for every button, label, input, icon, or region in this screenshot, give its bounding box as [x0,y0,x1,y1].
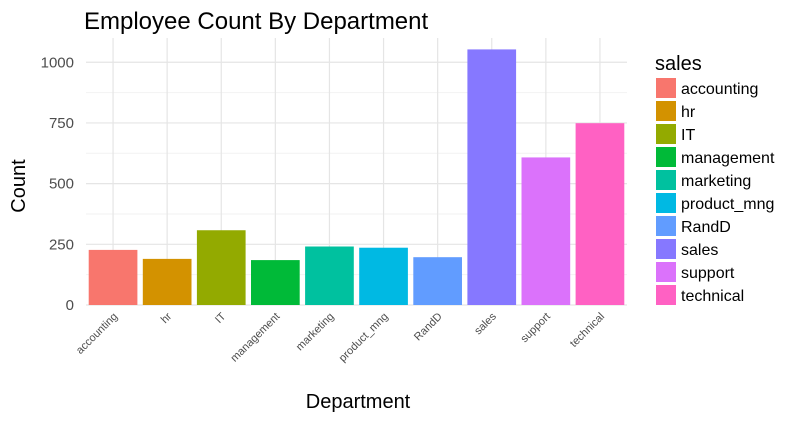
legend-swatch-marketing [656,170,676,190]
legend-label: support [681,265,735,282]
x-tick-label: support [519,311,553,345]
x-tick-label: technical [568,311,607,350]
legend-label: RandD [681,219,731,236]
y-axis-ticks: 0 250 500 750 1000 [41,54,74,314]
legend-label: sales [681,242,718,259]
x-tick-label: product_mng [337,311,391,365]
bar-sales [467,49,517,306]
bar-marketing [305,246,354,305]
legend-label: product_mng [681,196,774,213]
bar-support [521,157,571,305]
legend-swatch-sales [656,239,676,259]
chart-title: Employee Count By Department [84,8,429,35]
y-tick-label: 500 [49,176,74,193]
legend-swatch-it [656,124,676,144]
legend-swatch-technical [656,285,676,305]
legend-label: management [681,150,775,167]
legend-swatch-product_mng [656,193,676,213]
legend-swatch-management [656,147,676,167]
x-axis-label: Department [306,391,411,413]
bar-it [196,230,246,305]
legend-label: marketing [681,173,751,190]
legend-swatch-hr [656,101,676,121]
x-tick-label: management [229,311,283,365]
legend-swatch-randd [656,216,676,236]
legend-swatch-support [656,262,676,282]
bar-management [251,260,300,305]
legend-label: technical [681,288,744,305]
y-tick-label: 250 [49,236,74,253]
y-axis-label: Count [8,159,30,213]
legend-label: hr [681,104,696,121]
x-axis-ticks: accounting hr IT management marketing product… [74,310,607,364]
legend-title: sales [655,53,702,75]
bar-product_mng [359,247,408,305]
x-tick-label: hr [159,310,175,326]
bar-hr [142,258,192,305]
x-tick-label: IT [213,310,229,326]
x-tick-label: accounting [74,311,120,357]
x-tick-label: RandD [412,311,445,344]
legend-label: IT [681,127,695,144]
legend-label: accounting [681,81,758,98]
bar-accounting [88,249,138,305]
bar-randd [413,257,462,305]
y-tick-label: 0 [66,297,74,314]
y-tick-label: 1000 [41,54,74,71]
legend-swatch-accounting [656,78,676,98]
y-tick-label: 750 [49,115,74,132]
bar-technical [575,123,625,306]
x-tick-label: sales [472,310,499,337]
bars [88,49,625,306]
x-tick-label: marketing [294,311,337,354]
legend: accounting hr IT management marketing product… [656,78,775,305]
